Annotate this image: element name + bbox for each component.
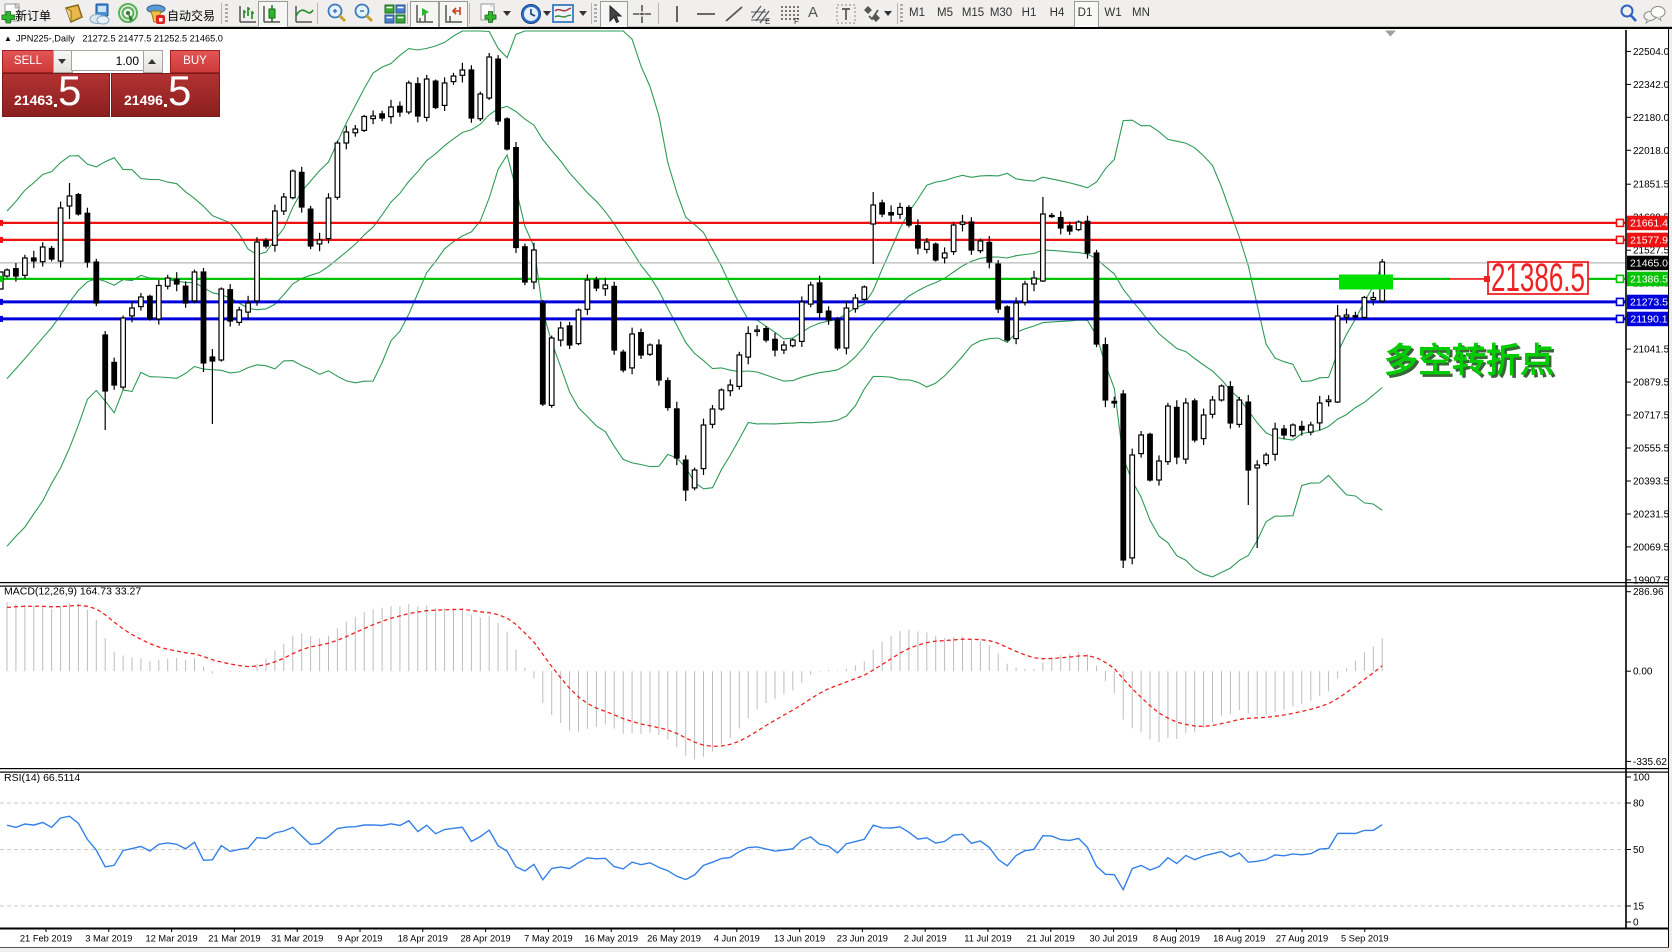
svg-text:18 Aug 2019: 18 Aug 2019 [1213, 934, 1265, 944]
svg-text:80: 80 [1633, 799, 1645, 810]
svg-text:22504.0: 22504.0 [1633, 47, 1670, 58]
svg-text:22180.0: 22180.0 [1633, 113, 1670, 124]
svg-text:8 Aug 2019: 8 Aug 2019 [1153, 934, 1200, 944]
svg-text:21577.9: 21577.9 [1630, 235, 1668, 247]
svg-text:50: 50 [1633, 845, 1645, 856]
svg-text:22342.0: 22342.0 [1633, 80, 1670, 91]
svg-text:20879.5: 20879.5 [1633, 378, 1670, 389]
svg-text:18 Apr 2019: 18 Apr 2019 [398, 934, 448, 944]
svg-text:20555.5: 20555.5 [1633, 444, 1670, 455]
svg-text:多空转折点: 多空转折点 [1384, 342, 1554, 380]
svg-text:21 Feb 2019: 21 Feb 2019 [20, 934, 72, 944]
svg-text:22018.0: 22018.0 [1633, 146, 1670, 157]
svg-text:100: 100 [1633, 773, 1650, 784]
svg-text:286.96: 286.96 [1633, 587, 1664, 598]
svg-text:2 Jul 2019: 2 Jul 2019 [904, 934, 947, 944]
svg-text:JPN225-,Daily 21272.5 21477.: JPN225-,Daily 21272.5 21477.5 21252.5 21… [16, 34, 223, 44]
svg-text:21465.0: 21465.0 [1630, 258, 1668, 270]
svg-text:21041.5: 21041.5 [1633, 345, 1670, 356]
svg-text:11 Jul 2019: 11 Jul 2019 [964, 934, 1011, 944]
svg-text:27 Aug 2019: 27 Aug 2019 [1276, 934, 1328, 944]
svg-text:31 Mar 2019: 31 Mar 2019 [271, 934, 323, 944]
svg-text:F: F [794, 17, 799, 26]
svg-text:20069.5: 20069.5 [1633, 542, 1670, 553]
svg-text:4 Jun 2019: 4 Jun 2019 [714, 934, 760, 944]
svg-text:20231.5: 20231.5 [1633, 510, 1670, 521]
svg-text:20717.5: 20717.5 [1633, 411, 1670, 422]
svg-text:0: 0 [1633, 918, 1639, 929]
svg-text:21386.5: 21386.5 [1630, 274, 1668, 286]
svg-text:20393.5: 20393.5 [1633, 477, 1670, 488]
svg-text:9 Apr 2019: 9 Apr 2019 [338, 934, 383, 944]
svg-text:21190.1: 21190.1 [1630, 314, 1667, 326]
svg-text:21851.5: 21851.5 [1633, 180, 1670, 191]
svg-text:-335.62: -335.62 [1633, 757, 1667, 768]
svg-text:3 Mar 2019: 3 Mar 2019 [85, 934, 132, 944]
svg-text:5 Sep 2019: 5 Sep 2019 [1341, 934, 1389, 944]
svg-text:12 Mar 2019: 12 Mar 2019 [145, 934, 197, 944]
svg-text:30 Jul 2019: 30 Jul 2019 [1090, 934, 1138, 944]
svg-text:21 Jul 2019: 21 Jul 2019 [1027, 934, 1075, 944]
svg-text:26 May 2019: 26 May 2019 [647, 934, 701, 944]
svg-text:21273.5: 21273.5 [1630, 297, 1668, 309]
svg-text:21661.4: 21661.4 [1630, 218, 1668, 230]
svg-text:E: E [765, 17, 770, 26]
svg-text:23 Jun 2019: 23 Jun 2019 [837, 934, 888, 944]
svg-text:MACD(12,26,9) 164.73 33.27: MACD(12,26,9) 164.73 33.27 [4, 586, 141, 598]
svg-text:28 Apr 2019: 28 Apr 2019 [461, 934, 511, 944]
svg-text:RSI(14) 66.5114: RSI(14) 66.5114 [4, 772, 80, 784]
svg-text:19907.5: 19907.5 [1633, 575, 1670, 586]
svg-text:15: 15 [1633, 902, 1645, 913]
svg-text:0.00: 0.00 [1633, 667, 1653, 678]
svg-text:7 May 2019: 7 May 2019 [524, 934, 573, 944]
svg-text:多空转折点: 多空转折点 [1387, 345, 1557, 383]
svg-text:13 Jun 2019: 13 Jun 2019 [774, 934, 825, 944]
svg-text:21527.5: 21527.5 [1633, 246, 1670, 257]
svg-text:21386.5: 21386.5 [1491, 256, 1585, 300]
svg-text:▲: ▲ [4, 34, 12, 43]
svg-text:16 May 2019: 16 May 2019 [584, 934, 638, 944]
svg-text:21 Mar 2019: 21 Mar 2019 [208, 934, 260, 944]
